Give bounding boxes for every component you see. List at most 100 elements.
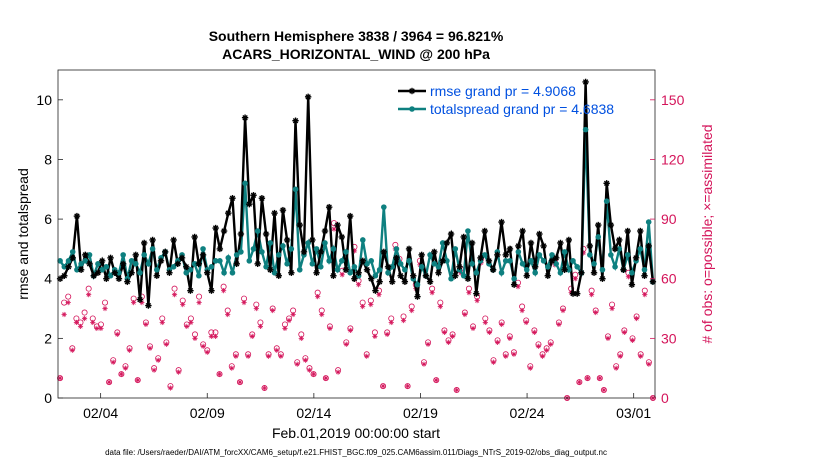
rmse-point xyxy=(241,114,249,121)
obs-assimilated-stroke xyxy=(470,326,476,331)
obs-assimilated-marker xyxy=(499,321,505,328)
rmse-point-stroke xyxy=(347,213,353,219)
rmse-point-stroke xyxy=(330,273,337,279)
rmse-point xyxy=(632,254,640,262)
obs-assimilated-marker xyxy=(143,321,149,328)
rmse-point xyxy=(229,195,236,202)
obs-assimilated-stroke xyxy=(421,362,427,367)
totalspread-point xyxy=(292,186,299,193)
obs-assimilated-stroke xyxy=(409,308,414,313)
obs-assimilated-marker xyxy=(548,341,554,347)
totalspread-point xyxy=(418,264,425,270)
rmse-point xyxy=(574,290,581,297)
totalspread-point xyxy=(570,258,576,264)
rmse-point xyxy=(578,269,585,276)
obs-assimilated-stroke xyxy=(385,332,390,337)
obs-assimilated-marker xyxy=(405,383,411,389)
obs-possible-marker xyxy=(85,285,92,292)
obs-assimilated-marker xyxy=(106,379,112,385)
totalspread-point xyxy=(275,252,282,258)
y-tick-label: 10 xyxy=(36,92,52,108)
totalspread-point xyxy=(107,272,114,279)
rmse-point xyxy=(145,302,152,309)
obs-assimilated-marker xyxy=(507,335,513,341)
obs-assimilated-marker xyxy=(253,305,259,312)
rmse-point-stroke xyxy=(427,278,433,285)
rmse-point xyxy=(489,266,497,273)
rmse-point xyxy=(111,269,118,276)
rmse-point xyxy=(426,278,434,285)
rmse-point-stroke xyxy=(410,273,416,279)
obs-assimilated-marker xyxy=(200,343,206,349)
totalspread-point xyxy=(254,228,261,234)
totalspread-point xyxy=(544,264,551,270)
obs-assimilated-stroke xyxy=(74,320,79,325)
rmse-point-stroke xyxy=(431,249,438,255)
rmse-point-stroke xyxy=(641,273,648,279)
rmse-point xyxy=(641,272,648,279)
rmse-point-stroke xyxy=(267,267,274,273)
obs-assimilated-stroke xyxy=(536,344,541,349)
rmse-point xyxy=(187,287,194,294)
totalspread-point xyxy=(347,269,353,276)
obs-assimilated-stroke xyxy=(196,300,202,305)
rmse-point xyxy=(153,272,160,279)
obs-assimilated-marker xyxy=(171,292,178,298)
totalspread-point xyxy=(460,272,467,279)
rmse-point-stroke xyxy=(204,270,210,276)
totalspread-point xyxy=(57,258,63,264)
totalspread-point xyxy=(74,266,80,273)
rmse-point-stroke xyxy=(187,287,194,294)
obs-assimilated-stroke xyxy=(90,320,95,325)
obs-assimilated-stroke xyxy=(127,348,132,353)
totalspread-point xyxy=(435,264,442,270)
rmse-point-stroke xyxy=(292,117,299,124)
rmse-point-stroke xyxy=(444,240,450,246)
rmse-point-stroke xyxy=(284,237,290,243)
totalspread-point xyxy=(82,258,89,264)
rmse-point-stroke xyxy=(103,275,110,282)
obs-assimilated-marker xyxy=(163,341,169,347)
rmse-point xyxy=(262,230,270,238)
obs-assimilated-stroke xyxy=(454,387,459,393)
rmse-point xyxy=(342,266,350,273)
totalspread-point xyxy=(452,246,459,252)
y-tick-label: 8 xyxy=(44,151,52,167)
obs-assimilated-marker xyxy=(65,299,71,306)
totalspread-point xyxy=(103,264,110,270)
rmse-point xyxy=(557,239,564,247)
rmse-point xyxy=(620,266,627,273)
rmse-point xyxy=(275,272,282,279)
rmse-point-stroke xyxy=(587,243,593,249)
obs-assimilated-marker xyxy=(621,329,627,335)
obs-assimilated-marker xyxy=(613,365,619,371)
obs-assimilated-stroke xyxy=(270,308,275,313)
rmse-point xyxy=(317,248,324,256)
obs-assimilated-stroke xyxy=(364,354,369,359)
rmse-point-stroke xyxy=(473,290,480,297)
rmse-point xyxy=(334,221,341,229)
totalspread-point xyxy=(515,249,522,255)
totalspread-point xyxy=(389,264,396,270)
rmse-point-stroke xyxy=(650,278,656,285)
rmse-point-stroke xyxy=(603,180,610,187)
totalspread-point xyxy=(507,258,513,264)
rmse-point xyxy=(405,245,413,253)
totalspread-point xyxy=(465,228,471,234)
obs-assimilated-marker xyxy=(294,361,300,367)
obs-assimilated-stroke xyxy=(593,310,598,315)
obs-assimilated-marker xyxy=(331,226,337,232)
rmse-point xyxy=(452,272,459,279)
rmse-point xyxy=(271,209,278,217)
rmse-point-stroke xyxy=(515,243,522,249)
obs-assimilated-marker xyxy=(454,387,460,393)
totalspread-point xyxy=(309,261,316,267)
obs-assimilated-marker xyxy=(241,299,247,306)
rmse-point xyxy=(325,203,333,211)
rmse-point-stroke xyxy=(364,267,370,273)
obs-assimilated-stroke xyxy=(160,320,165,325)
rmse-point-stroke xyxy=(191,234,198,240)
obs-assimilated-marker xyxy=(315,294,321,300)
totalspread-point xyxy=(263,264,269,270)
obs-assimilated-marker xyxy=(486,329,492,335)
